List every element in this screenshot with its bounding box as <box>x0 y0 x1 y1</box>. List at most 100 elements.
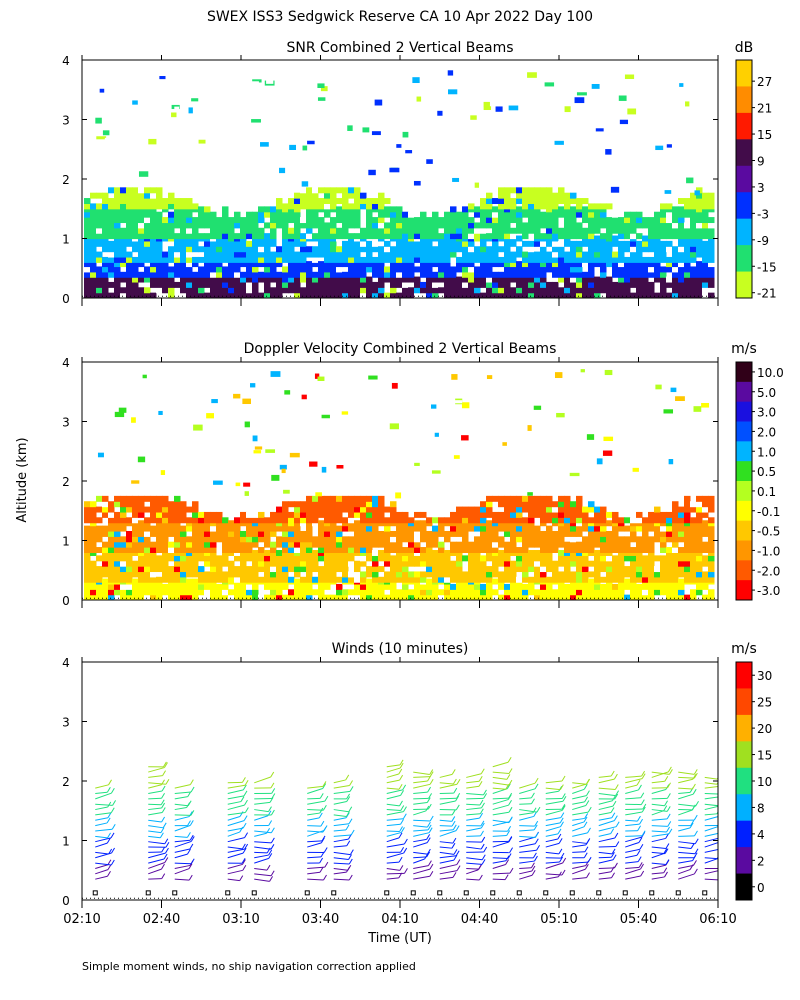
heatmap-cell <box>546 536 553 543</box>
wind-barb <box>386 830 400 833</box>
wind-barb <box>466 862 483 865</box>
heatmap-cell <box>690 251 697 258</box>
heatmap-cell <box>558 287 565 294</box>
heatmap-cell <box>534 251 541 258</box>
wind-barbs <box>92 756 718 896</box>
heatmap-cell <box>276 276 283 283</box>
heatmap-cell <box>696 266 703 273</box>
heatmap-cell <box>342 517 349 524</box>
wind-barb-flag <box>188 874 193 881</box>
heatmap-cell <box>588 536 595 543</box>
heatmap-cell <box>552 511 559 518</box>
wind-barb-flag <box>350 829 355 836</box>
heatmap-cell <box>264 271 271 278</box>
wind-barb-flag <box>534 855 538 862</box>
colorbar-label: -0.1 <box>757 505 780 519</box>
wind-barb-flag <box>531 869 536 876</box>
heatmap-cell <box>684 266 691 273</box>
heatmap-cell <box>342 287 349 294</box>
heatmap-cell <box>480 281 487 288</box>
heatmap-cell <box>330 541 337 548</box>
heatmap-cell <box>288 203 295 210</box>
heatmap-cell <box>690 589 697 596</box>
heatmap-cell <box>108 541 115 548</box>
heatmap-cell <box>630 589 637 596</box>
heatmap-cell <box>264 251 271 258</box>
heatmap-cell <box>240 276 247 283</box>
heatmap-cell <box>602 450 613 456</box>
heatmap-cell <box>348 211 355 218</box>
heatmap-cell <box>294 271 301 278</box>
heatmap-cell <box>558 583 565 590</box>
heatmap-cell <box>306 203 313 210</box>
heatmap-cell <box>654 240 661 247</box>
heatmap-cell <box>265 449 276 453</box>
heatmap-cell <box>252 281 259 288</box>
heatmap-cell <box>198 217 205 224</box>
heatmap-cell <box>252 261 259 268</box>
wind-barb <box>439 819 452 822</box>
wind-barb <box>466 773 482 778</box>
heatmap-cell <box>283 489 290 494</box>
heatmap-cell <box>240 281 247 288</box>
wind-barb-flag <box>642 803 647 810</box>
heatmap-cell <box>468 525 475 532</box>
heatmap-cell <box>372 198 379 204</box>
x-tick-label: 04:40 <box>461 912 498 927</box>
heatmap-cell <box>678 271 685 278</box>
heatmap-cell <box>618 536 625 543</box>
colorbar-swatch <box>736 847 752 875</box>
heatmap-cell <box>414 536 421 543</box>
heatmap-cell <box>624 517 631 524</box>
heatmap-cell <box>84 583 91 590</box>
heatmap-cell <box>258 261 265 268</box>
heatmap-cell <box>486 520 493 527</box>
heatmap-cell <box>684 198 691 204</box>
heatmap-cell <box>576 506 583 513</box>
wind-barb-flag <box>270 809 275 816</box>
heatmap-cell <box>96 227 103 234</box>
wind-barb-flag <box>585 800 590 806</box>
wind-barb-flag <box>481 854 486 860</box>
heatmap-cell <box>462 292 469 298</box>
wind-barb-flag <box>271 788 276 794</box>
heatmap-cell <box>426 233 433 240</box>
heatmap-cell <box>396 525 403 532</box>
wind-barb-flag <box>613 815 618 821</box>
heatmap-cell <box>300 246 307 253</box>
heatmap-cell <box>108 251 115 258</box>
heatmap-cell <box>336 281 343 288</box>
heatmap-cell <box>138 233 145 240</box>
wind-barb-flag <box>189 820 194 826</box>
heatmap-cell <box>330 240 337 247</box>
wind-barb-flag <box>664 800 668 806</box>
heatmap-cell <box>636 547 643 553</box>
heatmap-cell <box>486 266 493 273</box>
heatmap-cell <box>648 555 655 562</box>
heatmap-cell <box>684 547 691 553</box>
heatmap-cell <box>408 589 415 596</box>
heatmap-cell <box>672 217 679 224</box>
heatmap-cell <box>510 276 517 283</box>
heatmap-cell <box>336 271 343 278</box>
heatmap-cell <box>564 256 571 263</box>
heatmap-cell <box>540 566 547 573</box>
heatmap-cell <box>414 462 420 466</box>
heatmap-cell <box>480 576 487 583</box>
heatmap-cell <box>162 495 169 502</box>
heatmap-cell <box>678 211 685 218</box>
heatmap-cell <box>528 281 535 288</box>
heatmap-cell <box>360 192 367 199</box>
heatmap-cell <box>180 227 187 234</box>
wind-barb-flag <box>559 784 564 790</box>
wind-barb <box>413 819 431 822</box>
wind-barb <box>95 791 108 794</box>
heatmap-cell <box>174 576 181 583</box>
heatmap-cell <box>414 281 421 288</box>
heatmap-cell <box>174 566 181 573</box>
heatmap-cell <box>450 576 457 583</box>
heatmap-cell <box>144 256 151 263</box>
heatmap-cell <box>348 187 355 194</box>
heatmap-cell <box>318 571 325 578</box>
heatmap-cell <box>606 536 613 543</box>
